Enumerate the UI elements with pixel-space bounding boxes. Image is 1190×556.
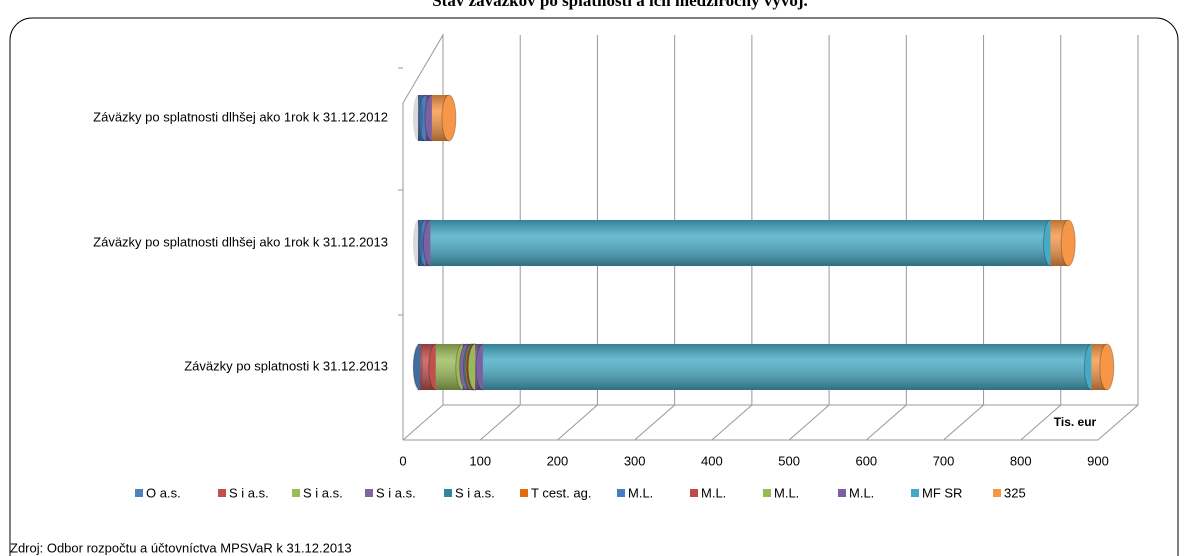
legend-label: M.L.	[849, 485, 874, 500]
grid-line	[1097, 35, 1139, 441]
x-tick-label: 800	[1010, 453, 1032, 468]
x-tick-label: 600	[855, 453, 877, 468]
legend-swatch	[690, 489, 698, 497]
x-tick-label: 100	[469, 453, 491, 468]
bar-start-cap	[413, 344, 423, 390]
grid-line	[402, 35, 444, 441]
axis-label: Tis. eur	[1054, 415, 1097, 429]
legend-label: T cest. ag.	[531, 485, 591, 500]
legend-label: S i a.s.	[455, 485, 495, 500]
grid-line	[943, 35, 985, 441]
x-tick-label: 0	[399, 453, 406, 468]
grid-line	[557, 35, 598, 441]
grid-line	[1020, 35, 1062, 441]
legend-swatch	[218, 489, 226, 497]
bar-cap	[1099, 343, 1115, 391]
legend-label: O a.s.	[146, 485, 181, 500]
x-tick-label: 200	[547, 453, 569, 468]
legend-swatch	[763, 489, 771, 497]
bar-start-cap	[413, 220, 423, 266]
legend-label: S i a.s.	[303, 485, 343, 500]
grid-line	[866, 35, 907, 441]
legend-swatch	[135, 489, 143, 497]
grid-line	[634, 35, 676, 441]
x-tick-label: 900	[1087, 453, 1109, 468]
bar-shade	[430, 220, 1051, 266]
legend-label: S i a.s.	[376, 485, 416, 500]
bar-start-cap	[413, 95, 423, 141]
legend-swatch	[444, 489, 452, 497]
legend-swatch	[993, 489, 1001, 497]
legend-label: M.L.	[701, 485, 726, 500]
x-tick-label: 700	[933, 453, 955, 468]
chart-border	[9, 17, 1179, 556]
x-tick-label: 500	[778, 453, 800, 468]
y-tick-label: Záväzky po splatnosti dlhšej ako 1rok k …	[93, 234, 388, 249]
legend-swatch	[365, 489, 373, 497]
y-tick-label: Záväzky po splatnosti dlhšej ako 1rok k …	[93, 109, 388, 124]
legend-label: M.L.	[774, 485, 799, 500]
chart-title: Stav záväzkov po splatnosti a ich medzir…	[432, 0, 808, 10]
source: Zdroj: Odbor rozpočtu a účtovníctva MPSV…	[10, 540, 352, 555]
legend-swatch	[520, 489, 528, 497]
legend-swatch	[292, 489, 300, 497]
grid-line	[788, 35, 830, 441]
legend-label: MF SR	[922, 485, 962, 500]
legend-label: 325	[1004, 485, 1026, 500]
bar-shade	[482, 344, 1092, 390]
legend-swatch	[838, 489, 846, 497]
bar-cap	[441, 94, 457, 142]
grid-line	[711, 35, 753, 441]
bar-cap	[1060, 219, 1076, 267]
legend-label: S i a.s.	[229, 485, 269, 500]
y-tick-label: Záväzky po splatnosti k 31.12.2013	[184, 358, 388, 373]
legend-label: M.L.	[628, 485, 653, 500]
legend-swatch	[617, 489, 625, 497]
grid-line	[479, 35, 521, 441]
x-tick-label: 400	[701, 453, 723, 468]
legend-swatch	[911, 489, 919, 497]
x-tick-label: 300	[624, 453, 646, 468]
